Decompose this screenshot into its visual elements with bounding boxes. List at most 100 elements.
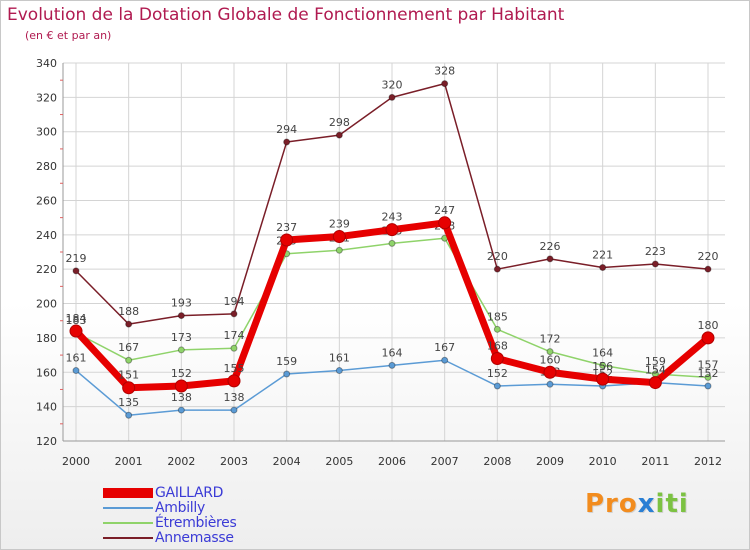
data-point-annemasse: [283, 138, 291, 146]
chart-title: Evolution de la Dotation Globale de Fonc…: [7, 5, 565, 25]
data-label-ambilly: 164: [382, 346, 403, 359]
data-label-annemasse: 298: [329, 116, 350, 129]
y-tick-label: 240: [36, 229, 57, 242]
data-point-ambilly: [72, 367, 80, 375]
legend-swatch-gaillard: [103, 488, 153, 498]
data-label-annemasse: 294: [276, 123, 297, 136]
data-point-etrembieres: [599, 361, 607, 369]
x-tick-label: 2010: [589, 455, 617, 468]
data-point-ambilly: [546, 380, 554, 388]
data-label-gaillard: 156: [592, 360, 613, 373]
data-label-annemasse: 328: [434, 65, 455, 78]
data-point-gaillard: [174, 379, 188, 393]
data-point-etrembieres: [230, 344, 238, 352]
data-label-etrembieres: 157: [698, 358, 719, 371]
data-point-gaillard: [122, 381, 136, 395]
data-point-etrembieres: [177, 346, 185, 354]
data-point-etrembieres: [125, 356, 133, 364]
data-label-etrembieres: 159: [645, 355, 666, 368]
data-label-etrembieres: 174: [224, 329, 245, 342]
data-point-ambilly: [441, 356, 449, 364]
data-label-etrembieres: 173: [171, 331, 192, 344]
data-label-annemasse: 193: [171, 297, 192, 310]
data-point-annemasse: [493, 265, 501, 273]
data-label-gaillard: 243: [382, 211, 403, 224]
data-label-ambilly: 167: [434, 341, 455, 354]
data-label-gaillard: 180: [698, 319, 719, 332]
legend-swatch-annemasse: [103, 537, 153, 539]
data-label-gaillard: 155: [224, 362, 245, 375]
legend-label-gaillard: GAILLARD: [155, 485, 224, 501]
data-point-gaillard: [648, 376, 662, 390]
data-point-gaillard: [438, 216, 452, 230]
data-point-annemasse: [125, 320, 133, 328]
y-tick-label: 220: [36, 263, 57, 276]
data-point-gaillard: [69, 324, 83, 338]
data-label-etrembieres: 167: [118, 341, 139, 354]
legend-swatch-ambilly: [103, 507, 153, 509]
y-tick-label: 280: [36, 160, 57, 173]
data-label-ambilly: 154: [645, 364, 666, 377]
x-tick-label: 2011: [641, 455, 669, 468]
legend-swatch-etrembieres: [103, 522, 153, 524]
data-label-etrembieres: 183: [66, 314, 87, 327]
data-label-ambilly: 161: [66, 352, 87, 365]
data-label-gaillard: 151: [118, 369, 139, 382]
data-point-annemasse: [177, 312, 185, 320]
y-tick-label: 180: [36, 332, 57, 345]
data-label-annemasse: 194: [224, 295, 245, 308]
data-point-gaillard: [227, 374, 241, 388]
legend-label-annemasse: Annemasse: [155, 530, 234, 546]
x-tick-label: 2007: [431, 455, 459, 468]
data-point-etrembieres: [493, 325, 501, 333]
data-point-annemasse: [388, 93, 396, 101]
data-point-ambilly: [704, 382, 712, 390]
data-label-annemasse: 226: [540, 240, 561, 253]
x-tick-label: 2002: [167, 455, 195, 468]
data-point-etrembieres: [704, 373, 712, 381]
data-point-annemasse: [704, 265, 712, 273]
data-label-ambilly: 152: [487, 367, 508, 380]
y-tick-label: 160: [36, 366, 57, 379]
data-point-annemasse: [230, 310, 238, 318]
data-point-gaillard: [280, 233, 294, 247]
data-point-gaillard: [701, 331, 715, 345]
data-point-annemasse: [72, 267, 80, 275]
chart-subtitle: (en € et par an): [25, 29, 112, 42]
x-tick-label: 2006: [378, 455, 406, 468]
data-label-ambilly: 138: [171, 391, 192, 404]
x-tick-label: 2003: [220, 455, 248, 468]
data-point-etrembieres: [546, 348, 554, 356]
data-label-annemasse: 219: [66, 252, 87, 265]
data-point-annemasse: [546, 255, 554, 263]
y-tick-label: 300: [36, 126, 57, 139]
data-point-ambilly: [388, 361, 396, 369]
data-point-ambilly: [335, 367, 343, 375]
data-label-gaillard: 168: [487, 340, 508, 353]
data-point-gaillard: [490, 352, 504, 366]
data-label-annemasse: 188: [118, 305, 139, 318]
data-point-gaillard: [596, 372, 610, 386]
data-label-gaillard: 152: [171, 367, 192, 380]
x-tick-label: 2012: [694, 455, 722, 468]
x-tick-label: 2001: [115, 455, 143, 468]
data-label-annemasse: 221: [592, 248, 613, 261]
data-label-gaillard: 184: [66, 312, 87, 325]
y-tick-label: 320: [36, 91, 57, 104]
data-point-ambilly: [125, 411, 133, 419]
data-point-etrembieres: [388, 239, 396, 247]
data-label-gaillard: 237: [276, 221, 297, 234]
data-point-annemasse: [441, 80, 449, 88]
data-label-gaillard: 247: [434, 204, 455, 217]
y-tick-label: 340: [36, 57, 57, 70]
legend-label-etrembieres: Étrembières: [155, 515, 237, 531]
data-point-annemasse: [599, 263, 607, 271]
x-tick-label: 2005: [325, 455, 353, 468]
data-label-ambilly: 161: [329, 352, 350, 365]
data-label-annemasse: 320: [382, 78, 403, 91]
data-label-etrembieres: 172: [540, 333, 561, 346]
data-point-gaillard: [385, 223, 399, 237]
y-tick-label: 140: [36, 401, 57, 414]
data-label-ambilly: 135: [118, 396, 139, 409]
